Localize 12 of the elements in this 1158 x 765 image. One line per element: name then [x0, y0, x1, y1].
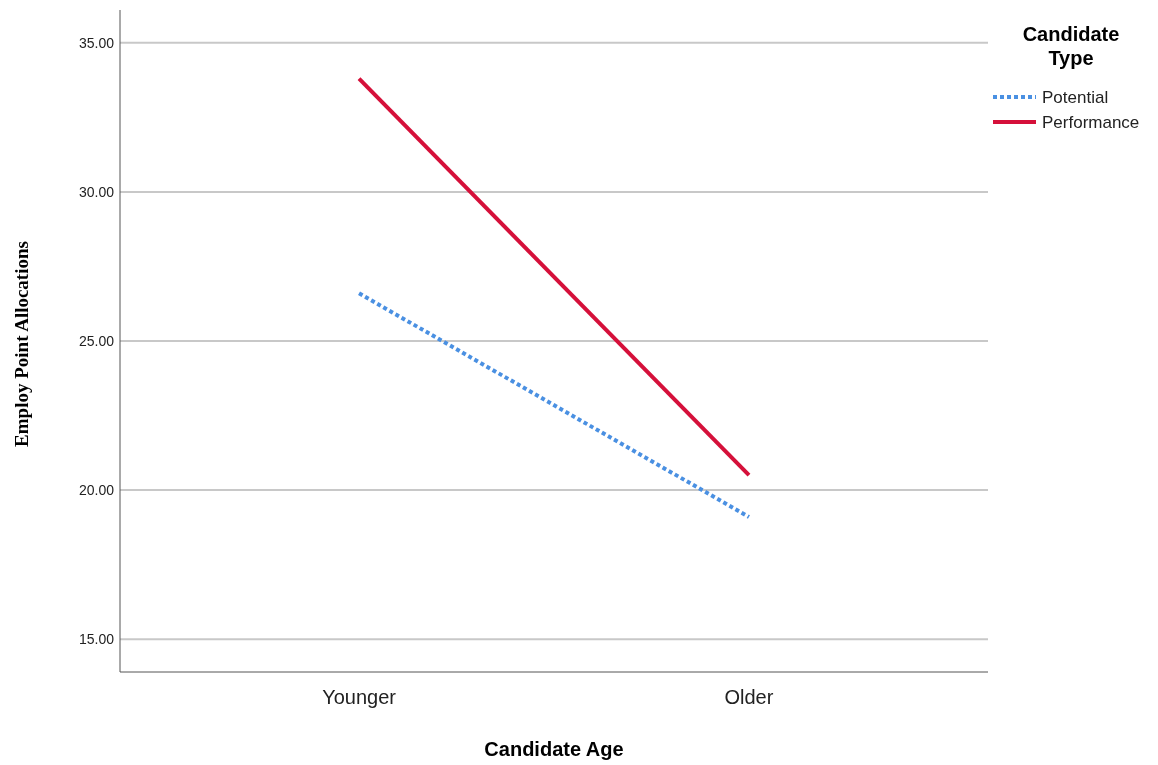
y-tick-label: 30.00	[78, 183, 115, 200]
x-axis-title: Candidate Age	[484, 738, 624, 760]
legend-title: Candidate Type	[1022, 23, 1120, 69]
y-tick-label: 20.00	[78, 482, 115, 498]
y-tick-label: 35.00	[78, 34, 115, 51]
x-tick-label: Younger	[322, 686, 397, 708]
x-tick-label: Older	[724, 686, 774, 708]
legend-label: Potential	[1042, 87, 1109, 107]
y-tick-label: 25.00	[78, 332, 115, 349]
y-tick-label: 15.00	[78, 631, 115, 648]
y-axis-title: Employ Point Allocations	[11, 241, 32, 447]
legend-label: Performance	[1042, 112, 1140, 132]
